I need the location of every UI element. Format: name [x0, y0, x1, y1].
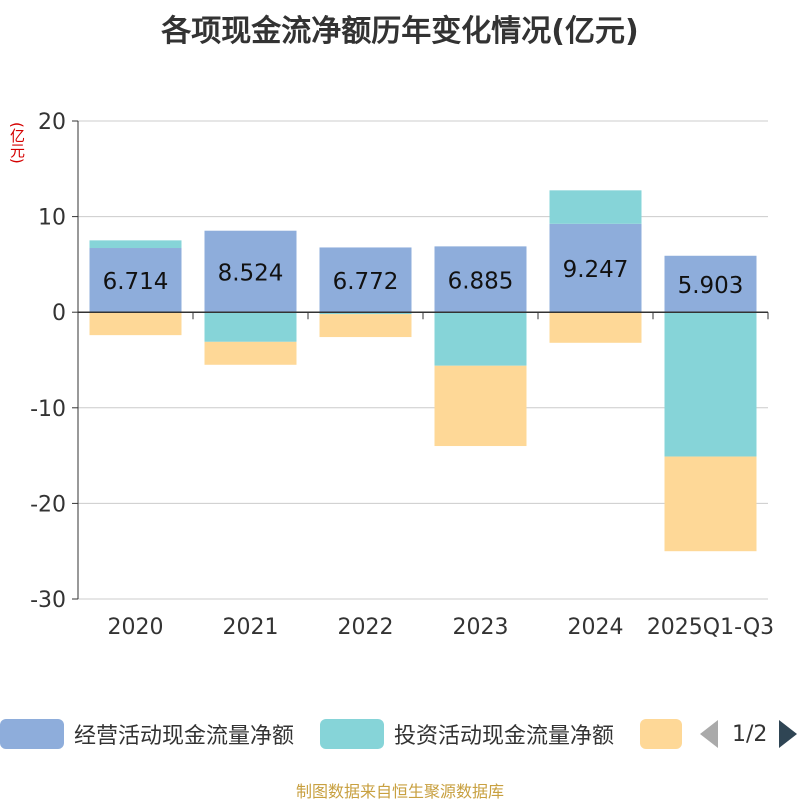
bar-financing-2022 [319, 314, 412, 338]
bar-operating-2022 [319, 247, 412, 313]
legend-page-indicator: 1/2 [732, 721, 768, 747]
bar-financing-2020 [89, 312, 182, 336]
bar-investing-2024 [549, 190, 642, 224]
bar-operating-2024 [549, 223, 642, 313]
legend-swatch-operating [0, 719, 64, 749]
data-label-operating-2024: 9.247 [563, 257, 629, 283]
data-label-operating-2025Q1-Q3: 5.903 [678, 273, 744, 299]
bar-investing-2023 [434, 312, 527, 366]
y-tick-label: -30 [30, 588, 66, 613]
y-tick-label: 0 [52, 301, 66, 326]
legend-label-operating: 经营活动现金流量净额 [74, 724, 295, 749]
x-tick-label: 2023 [453, 615, 509, 640]
legend-item-investing[interactable]: 投资活动现金流量净额 [320, 718, 614, 750]
bar-investing-2020 [89, 240, 182, 249]
x-tick-label: 2020 [108, 615, 164, 640]
data-label-operating-2020: 6.714 [103, 269, 169, 295]
bar-investing-2022 [319, 312, 412, 315]
bar-operating-2021 [204, 230, 297, 313]
bar-operating-2020 [89, 248, 182, 313]
chart-plot: 20 10 0 -10 -20 -30 6.714 8.524 6.772 6.885 9.247 5… [30, 110, 774, 640]
x-tick-label: 2025Q1-Q3 [647, 615, 774, 640]
bar-financing-2023 [434, 365, 527, 447]
bar-financing-2024 [549, 312, 642, 343]
bar-operating-2023 [434, 246, 527, 313]
bar-investing-2025Q1-Q3 [664, 312, 757, 457]
data-label-operating-2023: 6.885 [448, 268, 514, 294]
y-axis-unit-label: (亿元) [8, 122, 26, 164]
legend-label-investing: 投资活动现金流量净额 [394, 724, 615, 749]
legend-item-financing[interactable] [640, 718, 682, 750]
bar-investing-2021 [204, 312, 297, 342]
bar-financing-2025Q1-Q3 [664, 456, 757, 552]
x-tick-label: 2022 [338, 615, 394, 640]
legend-pager: 1/2 [700, 718, 800, 750]
y-tick-label: -10 [30, 397, 66, 422]
y-tick-label: -20 [30, 492, 66, 517]
x-tick-label: 2021 [223, 615, 279, 640]
next-page-icon[interactable] [779, 720, 798, 748]
prev-page-icon[interactable] [700, 720, 718, 748]
x-tick-label: 2024 [568, 615, 624, 640]
data-label-operating-2021: 8.524 [218, 260, 284, 286]
y-tick-label: 10 [38, 206, 66, 231]
legend-item-operating[interactable]: 经营活动现金流量净额 [0, 718, 294, 750]
chart-title: 各项现金流净额历年变化情况(亿元) [161, 14, 639, 49]
bar-operating-2025Q1-Q3 [664, 255, 757, 313]
data-label-operating-2022: 6.772 [333, 269, 399, 295]
source-note: 制图数据来自恒生聚源数据库 [295, 782, 504, 801]
legend-swatch-financing [640, 719, 682, 749]
y-tick-label: 20 [38, 110, 66, 135]
bar-financing-2021 [204, 341, 297, 365]
legend-swatch-investing [320, 719, 384, 749]
